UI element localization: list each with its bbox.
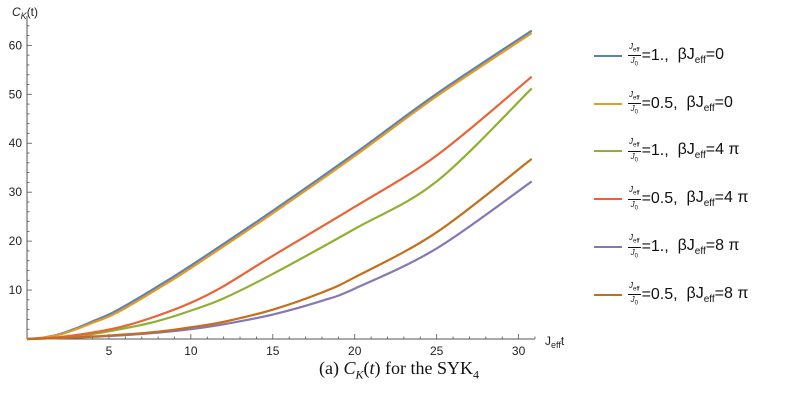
legend-entry-6: Jeff J0 =0.5, βJeff=8 π	[594, 271, 794, 319]
x-tick-label: 15	[266, 344, 280, 358]
x-tick-label: 25	[430, 344, 444, 358]
y-tick-label: 60	[9, 38, 23, 52]
y-tick-label: 20	[9, 234, 23, 248]
legend-swatch	[594, 198, 622, 201]
legend-swatch	[594, 150, 622, 153]
x-tick-label: 30	[512, 344, 526, 358]
legend-swatch	[594, 54, 622, 57]
legend-entry-3: Jeff J0 =1., βJeff=4 π	[594, 128, 794, 176]
legend-entry-2: Jeff J0 =0.5, βJeff=0	[594, 80, 794, 128]
legend-swatch	[594, 246, 622, 249]
series-line-2	[26, 32, 533, 341]
y-tick-label: 10	[9, 283, 23, 297]
chart-legend: Jeff J0 =1., βJeff=0 Jeff J0 =0.5, βJeff=0 Jef…	[594, 32, 794, 319]
legend-entry-4: Jeff J0 =0.5, βJeff=4 π	[594, 175, 794, 223]
y-tick-label: 30	[9, 185, 23, 199]
legend-label: Jeff J0 =0.5, βJeff=8 π	[628, 280, 749, 307]
legend-label: Jeff J0 =0.5, βJeff=0	[628, 89, 733, 116]
series-line-4	[26, 75, 533, 341]
y-tick-label: 50	[9, 87, 23, 101]
chart-axes: 5 10 15 20 25 30 10 20 30 40 50 60	[9, 16, 536, 358]
x-tick-label: 20	[348, 344, 362, 358]
legend-entry-5: Jeff J0 =1., βJeff=8 π	[594, 223, 794, 271]
figure-caption: (a) CK(t) for the SYK4	[0, 358, 798, 383]
y-tick-label: 40	[9, 136, 23, 150]
legend-label: Jeff J0 =1., βJeff=8 π	[628, 232, 740, 260]
legend-entry-1: Jeff J0 =1., βJeff=0	[594, 32, 794, 80]
caption-text: (a) CK(t) for the SYK4	[318, 358, 479, 382]
series-line-3	[26, 87, 533, 341]
x-tick-label: 10	[184, 344, 198, 358]
series-line-6	[26, 158, 533, 341]
x-axis-label: Jefft	[545, 334, 565, 350]
legend-label: Jeff J0 =1., βJeff=0	[628, 41, 724, 68]
chart-series-group	[26, 29, 533, 341]
legend-swatch	[594, 102, 622, 105]
series-line-1	[26, 29, 533, 341]
legend-label: Jeff J0 =1., βJeff=4 π	[628, 137, 740, 164]
x-tick-label: 5	[106, 344, 113, 358]
legend-label: Jeff J0 =0.5, βJeff=4 π	[628, 185, 749, 212]
legend-swatch	[594, 293, 622, 296]
chart-axis-titles: CK(t) Jefft	[12, 5, 565, 350]
y-axis-label: CK(t)	[12, 5, 38, 21]
